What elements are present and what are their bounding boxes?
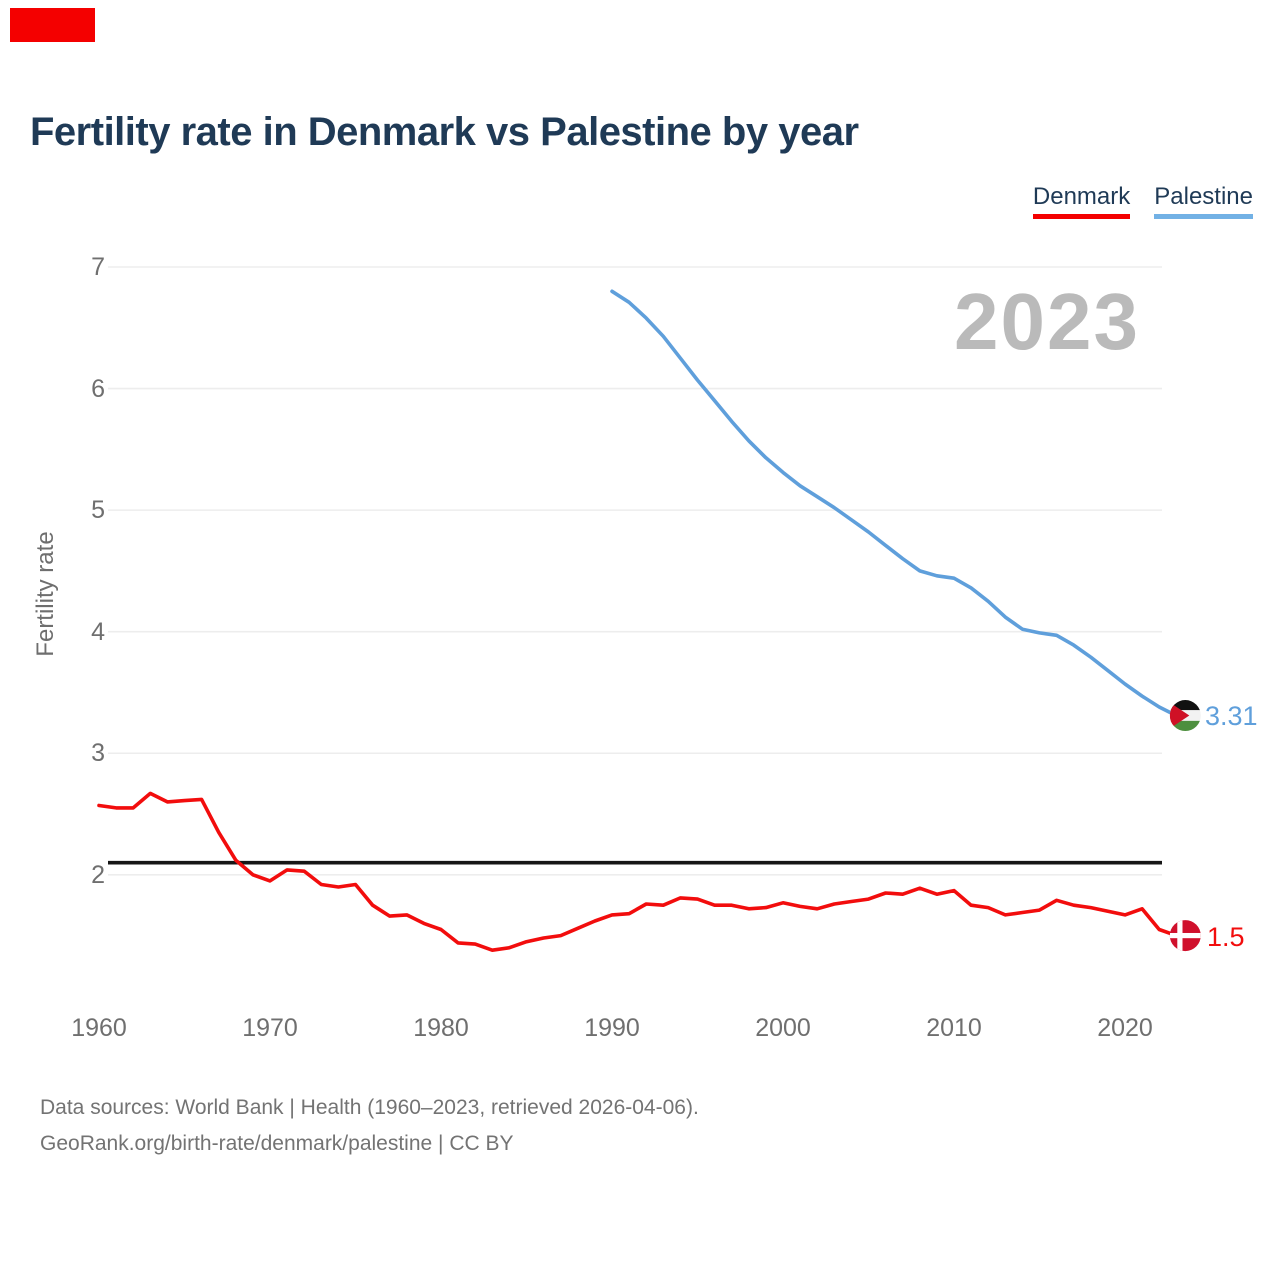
x-tick-label: 1990 [584, 1014, 640, 1042]
y-tick-label: 4 [91, 617, 105, 646]
palestine-line [610, 289, 1179, 718]
footer-attribution: GeoRank.org/birth-rate/denmark/palestine… [40, 1132, 514, 1155]
x-tick-label: 1980 [413, 1014, 469, 1042]
brand-logo-mark [10, 8, 95, 42]
x-tick-label: 2000 [755, 1014, 811, 1042]
y-tick-label: 7 [91, 253, 105, 281]
denmark-end-value-label: 1.5 [1207, 922, 1245, 952]
legend-label-denmark: Denmark [1032, 183, 1131, 210]
year-watermark: 2023 [954, 277, 1140, 366]
legend-label-palestine: Palestine [1154, 183, 1253, 210]
footer-data-sources: Data sources: World Bank | Health (1960–… [40, 1096, 699, 1119]
legend-item-palestine[interactable]: Palestine [1154, 184, 1253, 219]
y-tick-label: 3 [91, 739, 105, 768]
chart-title: Fertility rate in Denmark vs Palestine b… [30, 110, 859, 154]
denmark-color-swatch [1032, 214, 1131, 219]
x-tick-label: 2020 [1097, 1014, 1153, 1042]
legend-item-denmark[interactable]: Denmark [1032, 183, 1131, 219]
palestine-end-value-label: 3.31 [1205, 701, 1258, 731]
x-tick-label: 1960 [71, 1014, 127, 1042]
palestine-color-swatch [1154, 214, 1253, 219]
legend: Denmark Palestine [1032, 183, 1253, 219]
palestine-flag-icon [1169, 700, 1201, 732]
x-tick-label: 2010 [926, 1014, 982, 1042]
denmark-flag-icon [1169, 920, 1201, 952]
y-tick-label: 5 [91, 496, 105, 525]
denmark-line [97, 791, 1179, 953]
footer: Data sources: World Bank | Health (1960–… [40, 1090, 699, 1162]
y-tick-label: 2 [91, 860, 105, 889]
y-tick-label: 6 [91, 374, 105, 403]
x-tick-label: 1970 [242, 1014, 298, 1042]
